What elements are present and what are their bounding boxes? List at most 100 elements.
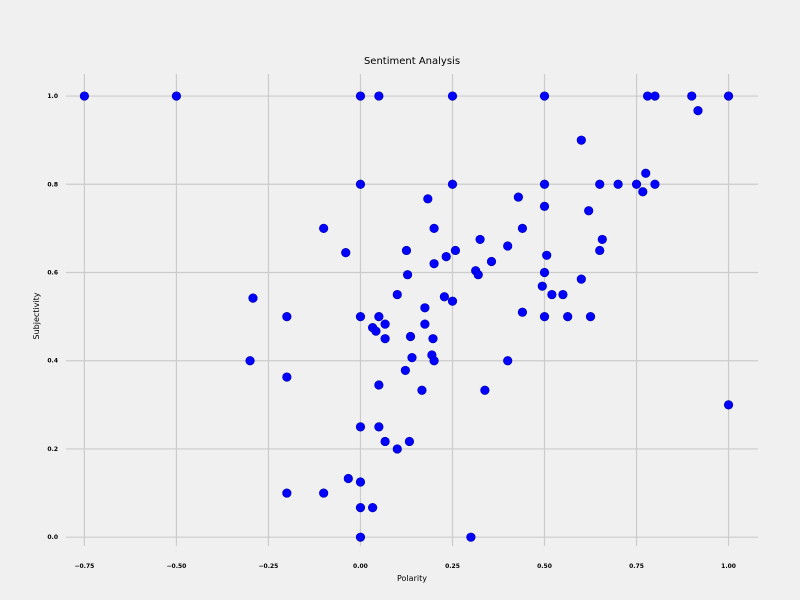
data-point <box>248 293 258 303</box>
y-tick-label: 0.8 <box>47 181 58 188</box>
data-point <box>392 289 402 300</box>
data-point <box>380 334 390 344</box>
data-point <box>343 473 353 484</box>
y-tick-labels: 0.0 0.2 0.4 0.6 0.8 1.0 <box>47 93 58 541</box>
data-point <box>576 135 586 145</box>
data-point <box>503 241 513 251</box>
data-point <box>450 245 461 256</box>
x-tick-label: 0.00 <box>353 563 368 570</box>
data-point <box>693 106 703 116</box>
data-point <box>374 422 384 432</box>
data-point <box>319 488 329 498</box>
x-tick-label: 0.25 <box>445 563 460 570</box>
data-point <box>447 91 458 101</box>
x-axis-label: Polarity <box>397 574 427 583</box>
y-tick-label: 0.0 <box>47 534 58 541</box>
data-point <box>687 91 697 101</box>
data-point <box>341 248 351 258</box>
y-axis-label: Subjectivity <box>32 292 41 339</box>
data-point <box>402 270 413 280</box>
data-point <box>631 179 642 189</box>
data-point <box>420 303 430 313</box>
data-point <box>563 312 573 322</box>
data-point <box>638 187 648 197</box>
data-point <box>368 503 378 513</box>
data-points <box>79 91 734 542</box>
data-point <box>475 234 485 245</box>
data-point <box>539 201 550 211</box>
data-point <box>380 436 390 447</box>
data-point <box>420 319 430 329</box>
y-tick-label: 0.4 <box>47 358 58 365</box>
data-point <box>401 245 412 256</box>
y-tick-label: 0.2 <box>47 446 58 453</box>
data-point <box>517 307 528 317</box>
data-point <box>355 477 366 487</box>
data-point <box>355 312 366 322</box>
data-point <box>245 356 255 366</box>
data-point <box>576 274 586 284</box>
data-point <box>392 444 402 454</box>
data-point <box>429 259 439 269</box>
data-point <box>429 356 439 366</box>
data-point <box>542 250 552 260</box>
x-tick-label: −0.75 <box>74 563 94 570</box>
data-point <box>641 168 651 178</box>
x-tick-label: 1.00 <box>721 563 736 570</box>
x-tick-label: 0.75 <box>629 563 644 570</box>
x-tick-labels: −0.75 −0.50 −0.25 0.00 0.25 0.50 0.75 1.00 <box>74 563 735 570</box>
data-point <box>79 91 90 101</box>
data-point <box>517 223 528 233</box>
data-point <box>171 91 182 101</box>
data-point <box>537 281 547 291</box>
data-point <box>407 353 417 363</box>
data-point <box>595 179 605 189</box>
data-point <box>613 179 623 189</box>
data-point <box>374 91 384 101</box>
data-point <box>447 179 458 189</box>
data-point <box>374 380 384 390</box>
data-point <box>355 532 366 542</box>
data-point <box>282 372 292 382</box>
data-point <box>447 296 458 306</box>
data-point <box>429 223 439 233</box>
data-point <box>539 179 550 189</box>
data-point <box>513 192 523 202</box>
data-point <box>466 532 476 542</box>
x-tick-label: −0.25 <box>259 563 279 570</box>
data-point <box>439 292 449 302</box>
x-tick-label: 0.50 <box>537 563 552 570</box>
y-tick-label: 0.6 <box>47 270 58 277</box>
data-point <box>547 289 557 300</box>
data-point <box>441 252 451 262</box>
data-point <box>355 179 366 189</box>
data-point <box>650 179 660 189</box>
data-point <box>400 365 410 376</box>
grid-lines <box>66 74 758 546</box>
data-point <box>319 223 329 233</box>
data-point <box>650 91 660 101</box>
data-point <box>539 312 550 322</box>
data-point <box>503 356 513 366</box>
data-point <box>355 91 366 101</box>
data-point <box>417 385 427 395</box>
data-point <box>282 488 292 498</box>
data-point <box>404 436 415 447</box>
data-point <box>473 270 483 280</box>
data-point <box>374 312 384 322</box>
y-tick-label: 1.0 <box>47 93 58 100</box>
data-point <box>423 194 433 204</box>
data-point <box>597 234 607 245</box>
chart-title: Sentiment Analysis <box>364 56 460 67</box>
data-point <box>585 312 596 322</box>
data-point <box>539 267 550 278</box>
data-point <box>480 385 490 395</box>
data-point <box>282 312 292 322</box>
data-point <box>405 331 416 342</box>
data-point <box>428 334 438 344</box>
data-point <box>723 91 734 101</box>
data-point <box>558 289 568 300</box>
data-point <box>355 422 366 432</box>
data-point <box>371 326 381 336</box>
data-point <box>584 206 594 216</box>
